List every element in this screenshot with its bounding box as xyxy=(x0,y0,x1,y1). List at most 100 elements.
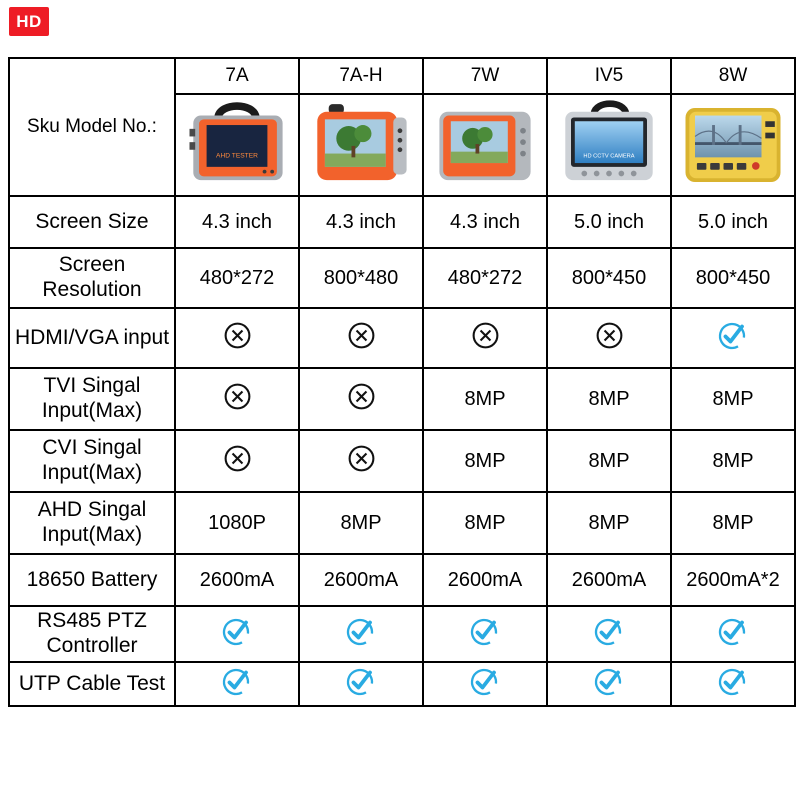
spec-row: TVI Singal Input(Max) 8MP 8MP 8MP xyxy=(8,367,796,431)
spec-value: 800*480 xyxy=(323,266,399,289)
check-icon xyxy=(344,665,378,697)
spec-cell xyxy=(670,661,796,707)
spec-cell xyxy=(174,429,300,493)
spec-cell xyxy=(298,429,424,493)
cross-icon xyxy=(222,443,253,474)
row-label: 18650 Battery xyxy=(8,553,176,607)
cross-icon xyxy=(346,443,377,474)
row-label: RS485 PTZ Controller xyxy=(8,605,176,663)
device-image-cell: HD CCTV CAMERA xyxy=(546,93,672,197)
spec-value: 4.3 inch xyxy=(449,210,521,233)
spec-row: Screen Resolution 480*272 800*480 480*272 80… xyxy=(8,247,796,309)
spec-cell: 800*480 xyxy=(298,247,424,309)
spec-cell: 4.3 inch xyxy=(174,195,300,249)
spec-value: 8MP xyxy=(712,449,754,472)
check-icon xyxy=(468,665,502,697)
cross-icon xyxy=(222,381,253,412)
spec-cell xyxy=(174,605,300,663)
spec-value: 800*450 xyxy=(571,266,647,289)
spec-row: AHD Singal Input(Max) 1080P 8MP 8MP 8MP 8MP xyxy=(8,491,796,555)
spec-cell: 2600mA xyxy=(422,553,548,607)
spec-cell xyxy=(298,367,424,431)
spec-cell: 8MP xyxy=(298,491,424,555)
spec-cell xyxy=(546,307,672,369)
spec-cell xyxy=(422,605,548,663)
row-label: AHD Singal Input(Max) xyxy=(8,491,176,555)
check-icon xyxy=(344,615,378,647)
spec-value: 2600mA xyxy=(323,568,399,591)
row-label: HDMI/VGA input xyxy=(8,307,176,369)
spec-cell: 4.3 inch xyxy=(298,195,424,249)
spec-cell xyxy=(546,605,672,663)
spec-cell xyxy=(174,307,300,369)
sku-model-label: Sku Model No.: xyxy=(8,57,176,197)
spec-value: 2600mA xyxy=(199,568,275,591)
device-image-cell xyxy=(422,93,548,197)
model-header-8w: 8W xyxy=(670,57,796,95)
models-header-row: Sku Model No.: 7A 7A-H 7W IV5 8W xyxy=(8,57,796,197)
spec-cell xyxy=(174,367,300,431)
spec-cell: 5.0 inch xyxy=(546,195,672,249)
spec-value: 8MP xyxy=(464,387,506,410)
spec-value: 4.3 inch xyxy=(201,210,273,233)
check-icon xyxy=(220,615,254,647)
spec-value: 8MP xyxy=(340,511,382,534)
row-label: TVI Singal Input(Max) xyxy=(8,367,176,431)
device-image-7w xyxy=(439,111,531,181)
spec-value: 2600mA xyxy=(571,568,647,591)
cross-icon xyxy=(346,320,377,351)
spec-value: 8MP xyxy=(464,449,506,472)
spec-cell: 8MP xyxy=(546,491,672,555)
spec-cell xyxy=(422,661,548,707)
spec-cell: 8MP xyxy=(422,429,548,493)
spec-cell: 480*272 xyxy=(422,247,548,309)
spec-cell: 8MP xyxy=(670,491,796,555)
spec-value: 1080P xyxy=(208,511,266,534)
spec-cell: 8MP xyxy=(546,367,672,431)
spec-value: 8MP xyxy=(588,511,630,534)
spec-row: CVI Singal Input(Max) 8MP 8MP 8MP xyxy=(8,429,796,493)
spec-cell: 2600mA xyxy=(298,553,424,607)
spec-value: 480*272 xyxy=(199,266,275,289)
model-header-7w: 7W xyxy=(422,57,548,95)
cross-icon xyxy=(222,320,253,351)
device-image-cell xyxy=(670,93,796,197)
model-header-iv5: IV5 xyxy=(546,57,672,95)
spec-cell: 2600mA xyxy=(174,553,300,607)
spec-cell xyxy=(670,307,796,369)
row-label: UTP Cable Test xyxy=(8,661,176,707)
spec-row: 18650 Battery 2600mA 2600mA 2600mA 2600mA 260… xyxy=(8,553,796,607)
row-label: Screen Resolution xyxy=(8,247,176,309)
comparison-table: Sku Model No.: 7A 7A-H 7W IV5 8W AHD TES… xyxy=(8,57,796,707)
check-icon xyxy=(716,665,750,697)
spec-cell: 8MP xyxy=(422,367,548,431)
spec-cell xyxy=(422,307,548,369)
spec-cell: 2600mA*2 xyxy=(670,553,796,607)
spec-row: UTP Cable Test xyxy=(8,661,796,707)
spec-cell xyxy=(670,605,796,663)
spec-cell xyxy=(298,605,424,663)
cross-icon xyxy=(470,320,501,351)
spec-cell: 8MP xyxy=(670,429,796,493)
device-image-cell xyxy=(298,93,424,197)
spec-cell: 800*450 xyxy=(546,247,672,309)
spec-value: 2600mA*2 xyxy=(686,568,780,591)
device-image-7a: AHD TESTER xyxy=(189,102,283,181)
spec-cell: 5.0 inch xyxy=(670,195,796,249)
spec-cell: 1080P xyxy=(174,491,300,555)
spec-cell: 480*272 xyxy=(174,247,300,309)
model-header-7a: 7A xyxy=(174,57,300,95)
spec-cell xyxy=(174,661,300,707)
spec-value: 8MP xyxy=(588,387,630,410)
check-icon xyxy=(716,615,750,647)
spec-cell: 2600mA xyxy=(546,553,672,607)
device-image-cell: AHD TESTER xyxy=(174,93,300,197)
check-icon xyxy=(592,665,626,697)
spec-cell: 800*450 xyxy=(670,247,796,309)
spec-cell xyxy=(546,661,672,707)
row-label: CVI Singal Input(Max) xyxy=(8,429,176,493)
check-icon xyxy=(592,615,626,647)
spec-cell: 8MP xyxy=(422,491,548,555)
spec-value: 5.0 inch xyxy=(697,210,769,233)
